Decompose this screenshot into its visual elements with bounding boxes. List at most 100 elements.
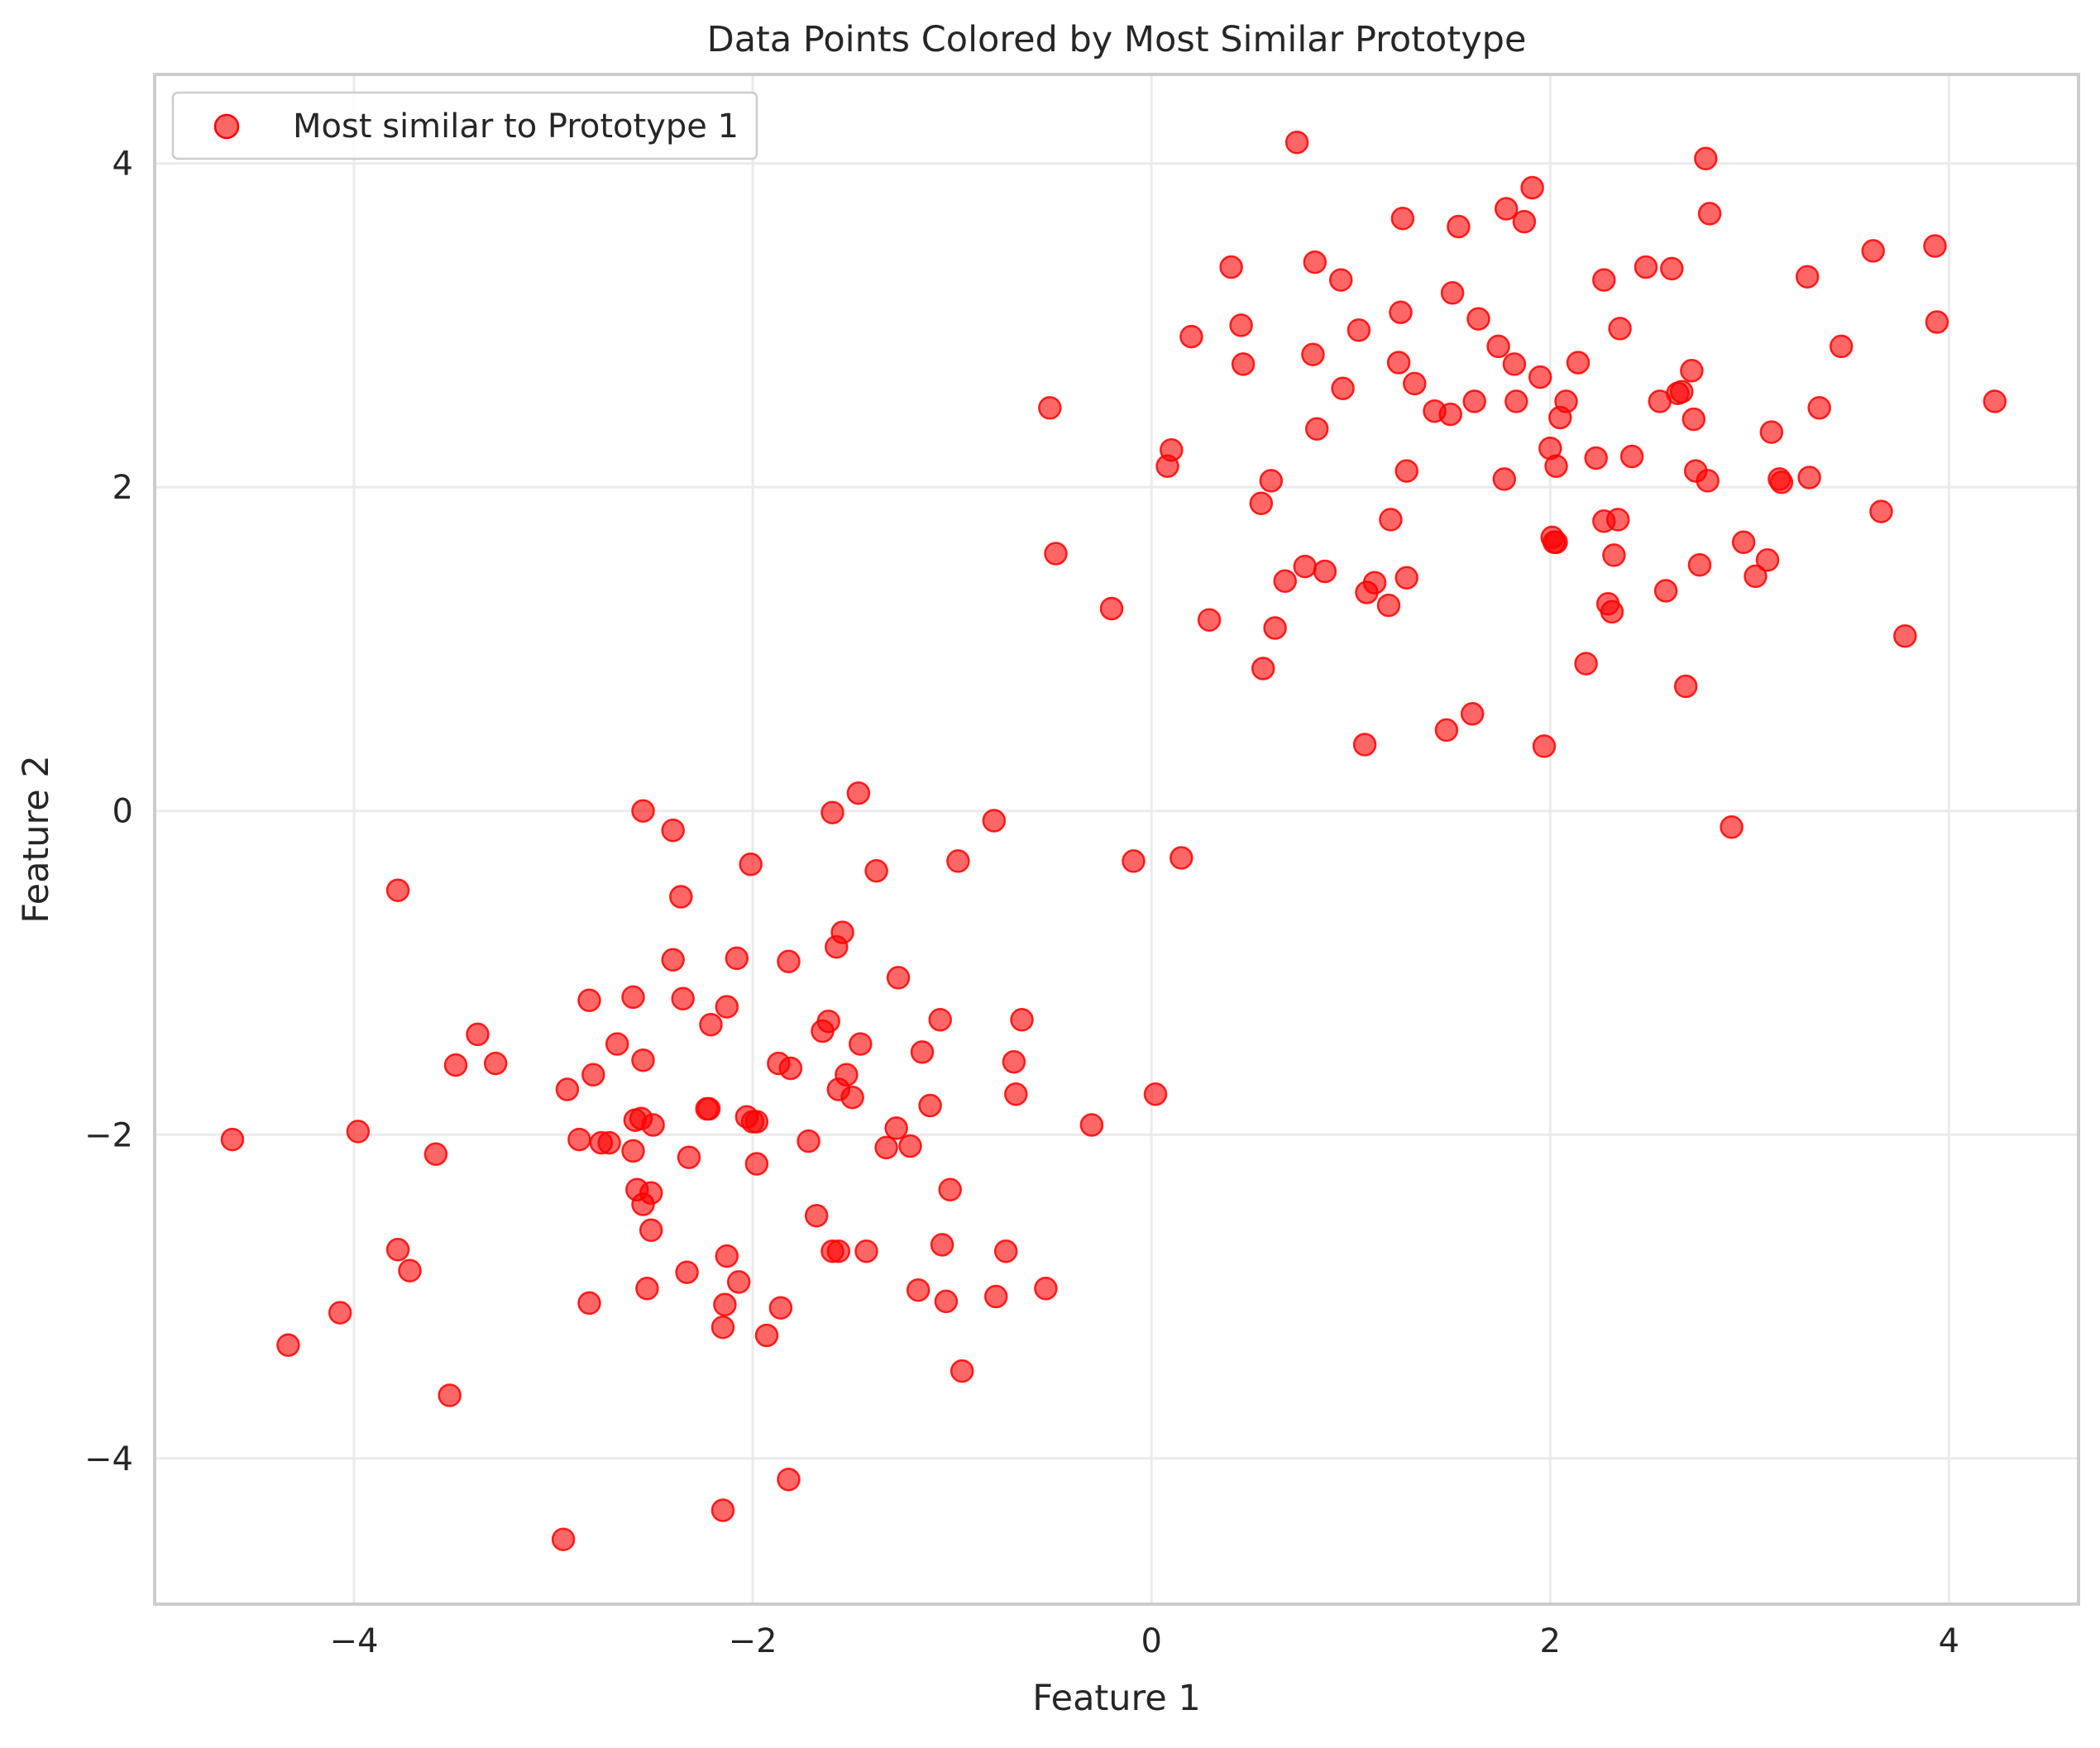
data-point: [1038, 396, 1062, 420]
data-point: [671, 986, 695, 1011]
data-point: [328, 1301, 352, 1325]
data-point: [669, 885, 693, 909]
data-point: [581, 1063, 605, 1087]
legend-box: [171, 91, 758, 160]
data-point: [804, 1203, 829, 1228]
data-point: [777, 1468, 801, 1492]
data-point: [1893, 624, 1917, 648]
data-point: [1759, 420, 1784, 444]
data-point: [1680, 359, 1704, 383]
data-point: [661, 948, 685, 972]
data-point: [1143, 1082, 1168, 1106]
data-point: [1379, 508, 1403, 532]
data-point: [1504, 389, 1528, 413]
data-point: [1362, 571, 1387, 595]
data-point: [1486, 334, 1510, 359]
data-point: [983, 1284, 1008, 1309]
data-point: [864, 858, 888, 883]
data-point: [1795, 265, 1820, 289]
data-point: [846, 781, 871, 805]
data-point: [930, 1233, 954, 1257]
data-point: [1608, 317, 1632, 341]
data-point: [1466, 307, 1490, 331]
data-point: [1744, 564, 1768, 589]
y-tick-label: −2: [84, 1116, 133, 1154]
data-point: [1869, 499, 1893, 523]
y-tick-label: −4: [84, 1440, 133, 1478]
data-point: [1231, 352, 1256, 376]
data-point: [1394, 459, 1418, 483]
data-point: [1179, 324, 1203, 349]
data-point: [993, 1239, 1018, 1263]
data-point: [1600, 599, 1624, 624]
data-point: [778, 1056, 803, 1081]
data-point: [796, 1129, 820, 1153]
data-point: [551, 1527, 576, 1551]
data-point: [1259, 469, 1284, 493]
data-point: [744, 1110, 769, 1134]
data-point: [1687, 552, 1712, 577]
data-point: [621, 985, 645, 1010]
data-point: [621, 1139, 645, 1163]
data-point: [1696, 469, 1720, 493]
data-point: [1660, 256, 1684, 281]
data-point: [1554, 389, 1578, 413]
y-tick-label: 0: [112, 793, 133, 831]
data-point: [1010, 1008, 1034, 1032]
data-point: [1634, 255, 1658, 279]
data-point: [1720, 815, 1744, 839]
data-point: [1544, 454, 1568, 479]
data-point: [1044, 542, 1068, 566]
data-point: [677, 1145, 701, 1169]
data-point: [938, 1177, 962, 1202]
data-point: [826, 1239, 851, 1263]
data-point: [886, 966, 911, 990]
data-point: [1263, 616, 1287, 640]
data-point: [1673, 674, 1698, 699]
data-point: [567, 1127, 591, 1152]
data-point: [1494, 197, 1519, 221]
y-tick-label: 4: [112, 146, 133, 184]
data-point: [1584, 446, 1608, 470]
data-point: [754, 1323, 779, 1348]
data-point: [1619, 444, 1644, 469]
data-point: [1352, 733, 1377, 757]
data-point: [934, 1289, 959, 1314]
data-point: [577, 1291, 601, 1316]
data-point: [1460, 702, 1485, 726]
data-point: [1755, 548, 1780, 572]
data-point: [1301, 342, 1325, 366]
data-point: [631, 799, 655, 823]
data-point: [1492, 467, 1517, 491]
data-point: [639, 1218, 663, 1243]
data-point: [1574, 652, 1598, 676]
data-point: [1331, 376, 1355, 401]
x-tick-label: 4: [1939, 1622, 1959, 1660]
data-point: [1284, 130, 1309, 155]
data-point: [874, 1135, 898, 1160]
data-point: [1605, 508, 1630, 532]
data-point: [1251, 657, 1275, 681]
data-point: [1520, 175, 1544, 200]
data-point: [1566, 351, 1591, 375]
data-point: [1034, 1277, 1058, 1301]
data-point: [1160, 437, 1184, 462]
data-point: [1462, 389, 1486, 413]
data-point: [661, 818, 685, 843]
data-point: [1983, 389, 2007, 413]
data-point: [1528, 365, 1552, 389]
data-point: [725, 946, 749, 971]
grid: [155, 74, 2078, 1604]
data-point: [1447, 214, 1471, 239]
data-point: [1653, 579, 1678, 603]
data-point: [605, 1032, 629, 1056]
data-point: [635, 1277, 659, 1301]
data-point: [830, 920, 854, 944]
data-point: [1079, 1113, 1104, 1137]
data-point: [1502, 352, 1527, 376]
data-point: [639, 1181, 663, 1206]
data-point: [1303, 250, 1327, 275]
data-point: [438, 1383, 462, 1407]
data-point: [577, 988, 601, 1013]
data-point: [398, 1258, 422, 1282]
